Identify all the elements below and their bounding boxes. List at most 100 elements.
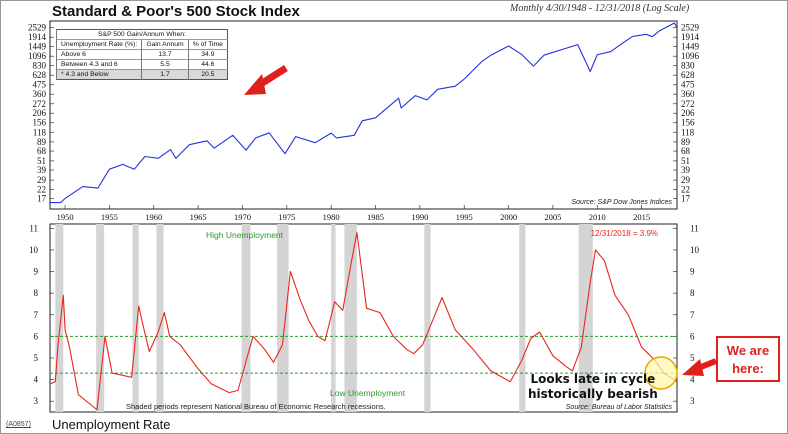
y-tick-label-right: 1449 <box>681 42 700 52</box>
y-tick-label-right: 68 <box>681 146 691 156</box>
row-gain: 1.7 <box>141 69 189 80</box>
y-tick-label-right: 156 <box>681 118 695 128</box>
arrow-to-here <box>682 358 718 376</box>
row-label: Between 4.3 and 6 <box>55 59 142 70</box>
y-tick-label-right: 7 <box>690 310 695 320</box>
bottom-panel-title: Unemployment Rate <box>52 417 171 432</box>
x-tick-label: 1970 <box>234 212 251 222</box>
y-tick-label-left: 1914 <box>28 32 47 42</box>
y-tick-label-left: 206 <box>33 108 47 118</box>
row-time: 20.5 <box>187 69 228 80</box>
recession-band <box>331 224 336 412</box>
unemployment-panel: 3 3 4 4 5 5 6 6 7 7 8 8 9 9 10 10 11 11 High Unemployment L… <box>29 223 700 412</box>
y-tick-label-left: 5 <box>34 353 39 363</box>
y-tick-label-left: 156 <box>33 118 47 128</box>
y-tick-label-left: 272 <box>33 99 47 109</box>
y-tick-label-right: 5 <box>690 353 695 363</box>
y-tick-label-left: 3 <box>34 396 39 406</box>
y-tick-label-right: 1914 <box>681 32 700 42</box>
recession-band <box>344 224 357 412</box>
y-tick-label-left: 360 <box>33 89 47 99</box>
recession-band <box>96 224 105 412</box>
y-tick-label-right: 6 <box>690 331 695 341</box>
x-tick-label: 1965 <box>190 212 207 222</box>
top-panel-frame <box>49 20 678 210</box>
y-tick-label-right: 628 <box>681 70 695 80</box>
x-tick-label: 1960 <box>145 212 162 222</box>
y-tick-label-right: 8 <box>690 288 695 298</box>
y-tick-label-left: 2529 <box>28 23 47 33</box>
y-tick-label-left: 29 <box>37 175 47 185</box>
x-tick-label: 1955 <box>101 212 118 222</box>
source-top: Source: S&P Dow Jones Indices <box>571 199 672 206</box>
note-line: Looks late in cycle <box>530 372 656 386</box>
y-tick-label-right: 206 <box>681 108 695 118</box>
table-header-rate: Unemployment Rate (%): <box>55 39 142 50</box>
y-tick-label-left: 1449 <box>28 42 47 52</box>
sp500-series-line <box>50 22 678 204</box>
bottom-panel-frame <box>49 223 678 413</box>
y-tick-label-right: 39 <box>681 165 691 175</box>
table-row: Between 4.3 and 6 5.5 44.6 <box>55 59 228 70</box>
y-tick-label-right: 2529 <box>681 23 700 33</box>
y-tick-label-right: 118 <box>681 127 695 137</box>
x-tick-label: 1985 <box>367 212 384 222</box>
callout-line: We are <box>726 343 770 358</box>
note-line: historically bearish <box>528 387 658 401</box>
gain-per-annum-table: S&P 500 Gain/Annum When: Unemployment Ra… <box>55 29 228 80</box>
recession-note: Shaded periods represent National Bureau… <box>126 402 386 411</box>
row-time: 44.6 <box>187 59 228 70</box>
x-tick-label: 1950 <box>57 212 74 222</box>
table-header-gain: Gain Annum <box>141 39 189 50</box>
x-tick-label: 2015 <box>633 212 650 222</box>
y-tick-label-left: 830 <box>33 61 47 71</box>
y-tick-label-right: 830 <box>681 61 695 71</box>
row-label: * 4.3 and Below <box>55 69 142 80</box>
x-tick-label: 1980 <box>323 212 340 222</box>
y-tick-label-right: 360 <box>681 89 695 99</box>
y-tick-label-right: 51 <box>681 156 690 166</box>
current-level-marker <box>644 356 678 390</box>
recession-band <box>519 224 526 412</box>
latest-value-label: 12/31/2018 = 3.9% <box>591 229 658 238</box>
chart-title: Standard & Poor's 500 Stock Index <box>52 3 300 20</box>
we-are-here-callout: We are here: <box>716 336 780 382</box>
y-tick-label-right: 17 <box>681 193 691 203</box>
y-tick-label-left: 39 <box>37 165 47 175</box>
table-caption: S&P 500 Gain/Annum When: <box>56 29 228 40</box>
y-tick-label-right: 29 <box>681 175 691 185</box>
callout-line: here: <box>732 361 764 376</box>
y-tick-label-right: 3 <box>690 396 695 406</box>
y-tick-label-right: 1096 <box>681 51 700 61</box>
y-tick-label-left: 17 <box>37 193 47 203</box>
y-tick-label-left: 10 <box>29 245 39 255</box>
recession-band <box>132 224 139 412</box>
x-tick-label: 1995 <box>456 212 473 222</box>
y-tick-label-left: 118 <box>33 127 47 137</box>
y-tick-label-left: 9 <box>34 267 39 277</box>
x-tick-label: 2005 <box>544 212 561 222</box>
arrow-to-table <box>244 65 288 95</box>
chart-subtitle: Monthly 4/30/1948 - 12/31/2018 (Log Scal… <box>510 3 690 14</box>
y-tick-label-left: 4 <box>34 375 39 385</box>
x-tick-label: 1975 <box>278 212 295 222</box>
y-tick-label-right: 272 <box>681 99 695 109</box>
x-tick-label: 1990 <box>411 212 428 222</box>
recession-band <box>241 224 251 412</box>
y-tick-label-left: 8 <box>34 288 39 298</box>
y-tick-label-left: 11 <box>29 223 38 233</box>
high-unemployment-label: High Unemployment <box>206 230 284 240</box>
table-row: * 4.3 and Below 1.7 20.5 <box>55 69 228 80</box>
recession-band <box>55 224 64 412</box>
y-tick-label-left: 22 <box>37 185 46 195</box>
y-tick-label-right: 10 <box>690 245 700 255</box>
y-tick-label-left: 475 <box>33 80 47 90</box>
row-label: Above 6 <box>55 49 142 60</box>
recession-band <box>156 224 164 412</box>
row-time: 34.9 <box>187 49 228 60</box>
y-tick-label-right: 4 <box>690 375 695 385</box>
y-tick-label-right: 11 <box>690 223 699 233</box>
x-tick-label: 2000 <box>500 212 517 222</box>
